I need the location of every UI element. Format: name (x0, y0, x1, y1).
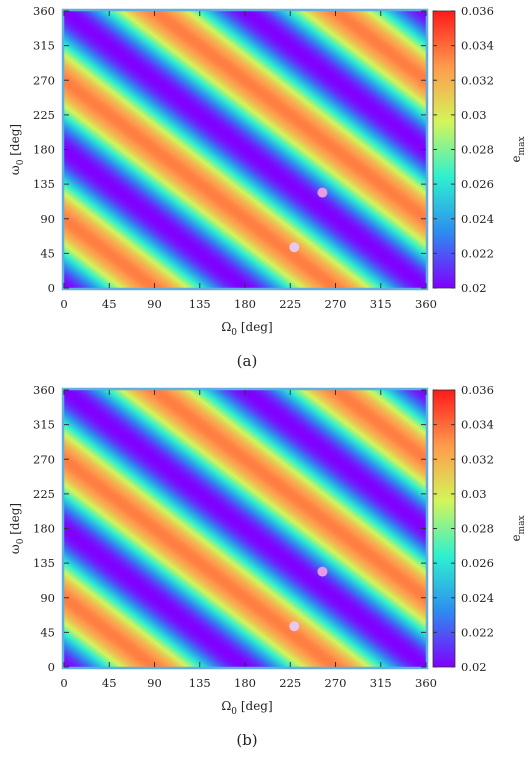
x-tick-label: 135 (189, 676, 211, 690)
colorbar-tick-label: 0.034 (461, 418, 494, 432)
x-tick-label: 270 (325, 297, 347, 311)
x-tick-label: 315 (370, 676, 392, 690)
y-tick-label: 360 (33, 4, 55, 18)
x-axis-label: Ω0 [deg] (221, 699, 272, 717)
heatmap-field (64, 390, 426, 667)
x-tick-label: 0 (60, 297, 67, 311)
panel-a: 0 45 90 135 180 225 270 315 360 0 45 90 135 180 225 270… (0, 0, 532, 378)
x-tick-label: 360 (415, 676, 437, 690)
heatmap-chart-a: 0 45 90 135 180 225 270 315 360 0 45 90 135 180 225 270… (8, 4, 527, 370)
colorbar-tick-label: 0.03 (461, 487, 487, 501)
y-tick-label: 45 (40, 246, 55, 260)
y-tick-label: 0 (48, 281, 55, 295)
plot-frame (61, 387, 429, 670)
colorbar-label: emax (509, 515, 527, 541)
colorbar-tick-label: 0.032 (461, 452, 494, 466)
data-point-1 (289, 621, 300, 632)
y-tick-label: 135 (33, 177, 55, 191)
y-tick-label: 180 (33, 143, 55, 157)
colorbar-tick-label: 0.026 (461, 177, 494, 191)
y-axis-label: ω0 [deg] (8, 124, 26, 175)
y-tick-label: 135 (33, 556, 55, 570)
y-tick-label: 315 (33, 418, 55, 432)
colorbar-tick-label: 0.022 (461, 625, 494, 639)
plot-frame (61, 8, 429, 291)
x-tick-label: 270 (325, 676, 347, 690)
x-tick-label: 225 (279, 297, 301, 311)
x-tick-label: 360 (415, 297, 437, 311)
colorbar-tick-label: 0.034 (461, 39, 494, 53)
colorbar-tick-label: 0.032 (461, 73, 494, 87)
y-tick-label: 360 (33, 383, 55, 397)
colorbar-tick-label: 0.036 (461, 4, 494, 18)
colorbar-tick-label: 0.028 (461, 522, 494, 536)
x-tick-label: 90 (147, 297, 162, 311)
x-tick-label: 225 (279, 676, 301, 690)
colorbar-tick-label: 0.022 (461, 246, 494, 260)
x-axis-label: Ω0 [deg] (221, 320, 272, 338)
colorbar-tick-label: 0.028 (461, 143, 494, 157)
y-tick-label: 270 (33, 452, 55, 466)
colorbar-tick-label: 0.02 (461, 660, 487, 674)
panel-caption: (b) (236, 731, 257, 749)
y-tick-label: 270 (33, 73, 55, 87)
y-tick-label: 225 (33, 487, 55, 501)
x-tick-label: 45 (102, 676, 117, 690)
y-tick-label: 90 (40, 591, 55, 605)
data-point-2 (317, 187, 328, 198)
colorbar-tick-label: 0.02 (461, 281, 487, 295)
colorbar-tick-label: 0.024 (461, 212, 494, 226)
x-tick-label: 45 (102, 297, 117, 311)
data-point-2 (317, 566, 328, 577)
panel-b: 0 45 90 135 180 225 270 315 360 0 45 90 135 180 225 270… (0, 379, 532, 757)
colorbar-tick-label: 0.024 (461, 591, 494, 605)
y-axis-label: ω0 [deg] (8, 503, 26, 554)
colorbar-tick-label: 0.03 (461, 108, 487, 122)
x-tick-label: 180 (234, 676, 256, 690)
y-tick-label: 45 (40, 625, 55, 639)
x-tick-label: 315 (370, 297, 392, 311)
y-tick-label: 0 (48, 660, 55, 674)
y-tick-label: 225 (33, 108, 55, 122)
x-tick-label: 135 (189, 297, 211, 311)
panel-caption: (a) (237, 352, 258, 370)
colorbar-tick-label: 0.036 (461, 383, 494, 397)
y-tick-label: 180 (33, 522, 55, 536)
x-tick-label: 0 (60, 676, 67, 690)
x-tick-label: 180 (234, 297, 256, 311)
y-tick-label: 90 (40, 212, 55, 226)
heatmap-chart-b: 0 45 90 135 180 225 270 315 360 0 45 90 135 180 225 270… (8, 383, 527, 749)
heatmap-field (64, 11, 426, 288)
y-tick-label: 315 (33, 39, 55, 53)
colorbar-tick-label: 0.026 (461, 556, 494, 570)
x-tick-label: 90 (147, 676, 162, 690)
data-point-1 (289, 242, 300, 253)
colorbar-label: emax (509, 136, 527, 162)
